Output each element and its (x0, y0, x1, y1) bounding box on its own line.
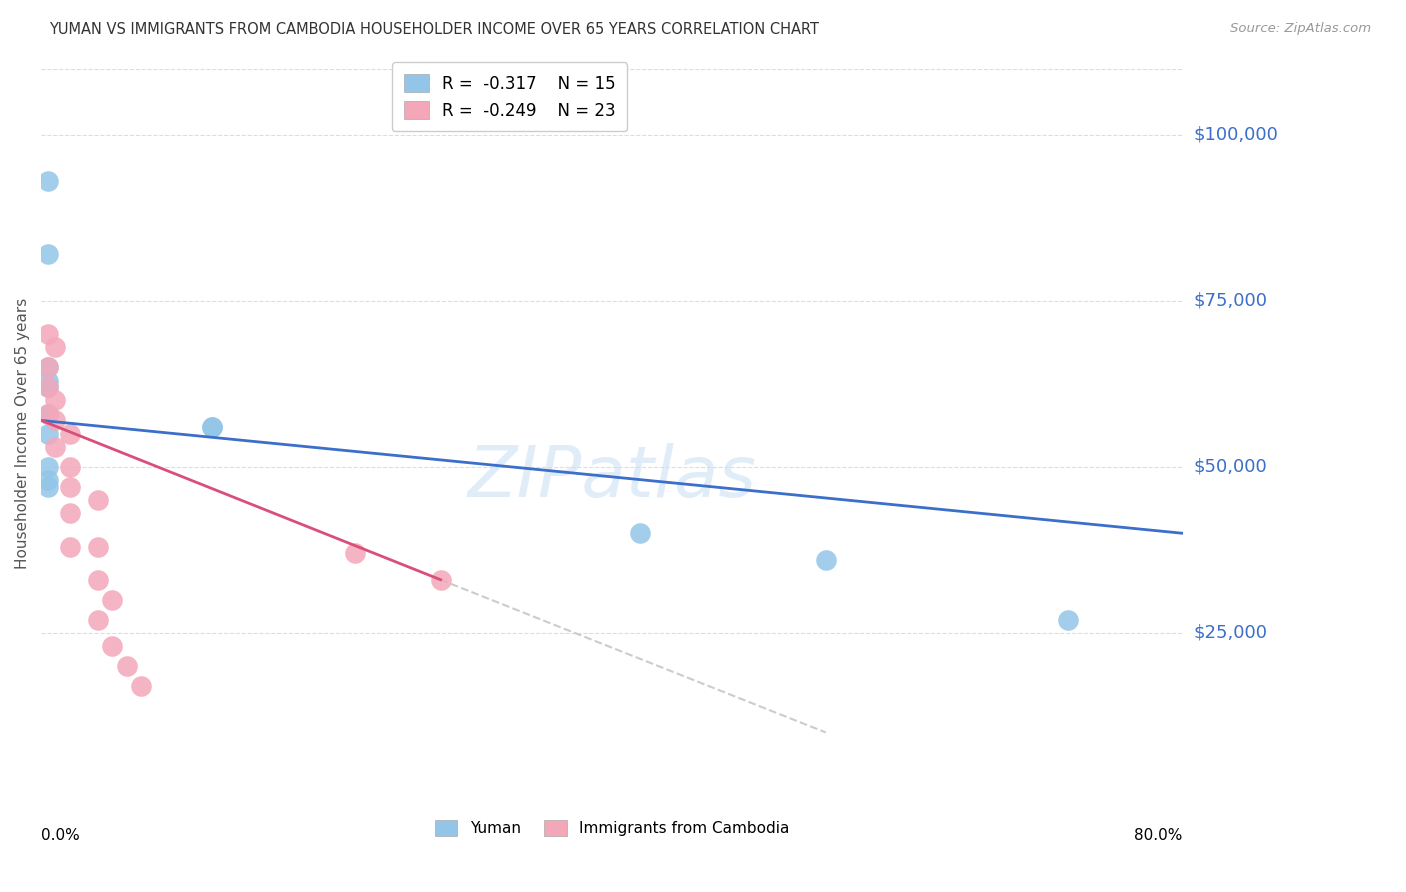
Text: $25,000: $25,000 (1194, 624, 1268, 642)
Point (814, 553, 837, 567)
Legend: Yuman, Immigrants from Cambodia: Yuman, Immigrants from Cambodia (429, 814, 796, 842)
Text: $75,000: $75,000 (1194, 292, 1268, 310)
Text: $100,000: $100,000 (1194, 126, 1278, 144)
Point (59, 459, 82, 474)
Point (37, 360, 59, 375)
Point (44, 393, 66, 408)
Point (37, 473, 59, 487)
Point (37, 380, 59, 394)
Y-axis label: Householder Income Over 65 years: Householder Income Over 65 years (15, 298, 30, 569)
Point (37, 407, 59, 421)
Point (37, 480, 59, 494)
Point (37, 374, 59, 388)
Text: YUMAN VS IMMIGRANTS FROM CAMBODIA HOUSEHOLDER INCOME OVER 65 YEARS CORRELATION C: YUMAN VS IMMIGRANTS FROM CAMBODIA HOUSEH… (49, 22, 820, 37)
Point (44, 413, 66, 427)
Point (201, 420, 224, 434)
Point (59, 426, 82, 441)
Text: ZIPatlas: ZIPatlas (467, 443, 756, 512)
Point (101, 639, 124, 653)
Point (343, 546, 366, 560)
Point (87, 493, 110, 508)
Point (87, 613, 110, 627)
Point (429, 573, 451, 587)
Point (37, 380, 59, 394)
Point (44, 440, 66, 454)
Text: 0.0%: 0.0% (41, 828, 80, 843)
Point (101, 592, 124, 607)
Text: 80.0%: 80.0% (1135, 828, 1182, 843)
Point (201, 420, 224, 434)
Point (87, 573, 110, 587)
Point (37, 247, 59, 261)
Point (37, 327, 59, 342)
Point (37, 459, 59, 474)
Point (59, 507, 82, 521)
Point (129, 679, 152, 693)
Point (628, 526, 651, 541)
Point (115, 659, 138, 673)
Point (37, 360, 59, 375)
Point (59, 540, 82, 554)
Point (44, 340, 66, 354)
Point (37, 426, 59, 441)
Text: Source: ZipAtlas.com: Source: ZipAtlas.com (1230, 22, 1371, 36)
Point (37, 407, 59, 421)
Point (1057, 613, 1080, 627)
Point (87, 540, 110, 554)
Text: $50,000: $50,000 (1194, 458, 1267, 475)
Point (59, 480, 82, 494)
Point (37, 174, 59, 188)
